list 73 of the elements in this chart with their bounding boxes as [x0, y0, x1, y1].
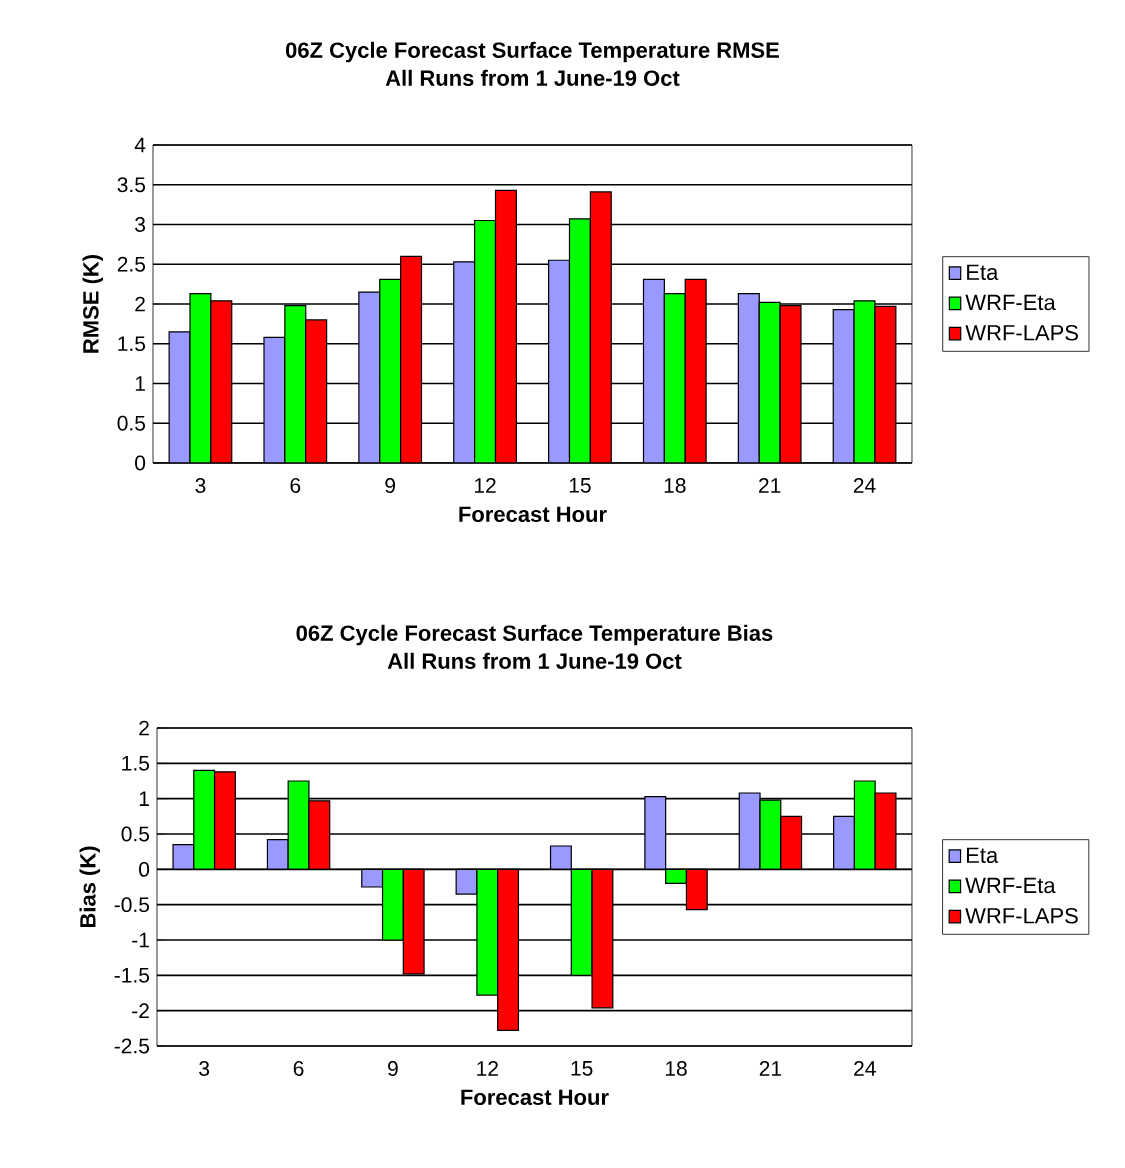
- y-tick-label: 4: [134, 137, 146, 153]
- x-tick-label: 3: [199, 1061, 210, 1076]
- x-tick-label: 21: [759, 478, 781, 493]
- bar: [569, 218, 591, 463]
- y-axis-title: Bias (K): [79, 846, 100, 928]
- x-tick-label: 24: [853, 478, 876, 493]
- x-tick-label: 21: [759, 1061, 782, 1076]
- x-axis-title: Forecast Hour: [459, 506, 607, 523]
- y-tick-label: -1.5: [114, 968, 150, 983]
- y-axis-title: RMSE (K): [82, 255, 103, 353]
- legend-label: WRF-Eta: [965, 294, 1056, 311]
- bar: [474, 220, 496, 463]
- bar: [210, 300, 232, 463]
- y-tick-label: 2: [139, 720, 149, 736]
- y-tick-label: -0.5: [114, 897, 150, 913]
- bar: [685, 279, 707, 463]
- bar: [738, 293, 760, 463]
- x-tick-label: 9: [385, 478, 396, 493]
- bar: [264, 337, 285, 463]
- x-tick-label: 12: [474, 478, 496, 493]
- x-axis-title: Forecast Hour: [461, 1089, 609, 1106]
- x-tick-label: 9: [388, 1061, 398, 1076]
- chart-title: 06Z Cycle Forecast Surface Temperature Bias: [296, 624, 773, 646]
- y-tick-label: 1.5: [122, 756, 150, 771]
- legend-label: Eta: [966, 847, 999, 864]
- y-tick-label: 1.5: [118, 336, 146, 352]
- bar: [400, 256, 422, 463]
- y-tick-label: -1: [132, 932, 149, 948]
- x-tick-label: 18: [665, 1061, 687, 1076]
- legend-label: Eta: [967, 264, 999, 281]
- chart-subtitle: All Runs from 1 June-19 Oct: [385, 69, 680, 86]
- y-tick-label: 0: [139, 861, 150, 877]
- y-tick-label: 2.5: [117, 256, 146, 272]
- y-tick-label: 0.5: [121, 826, 150, 842]
- x-tick-label: 6: [290, 478, 301, 493]
- bar: [548, 260, 570, 463]
- x-tick-label: 3: [195, 478, 206, 493]
- chart-subtitle: All Runs from 1 June-19 Oct: [387, 652, 682, 669]
- y-tick-label: 1: [135, 376, 145, 391]
- x-tick-label: 18: [664, 478, 686, 493]
- y-tick-label: 3.5: [117, 177, 146, 193]
- bar: [874, 305, 897, 463]
- x-tick-label: 15: [569, 478, 591, 493]
- y-tick-label: 2: [135, 296, 145, 312]
- y-tick-label: 1: [139, 791, 149, 806]
- bar: [664, 293, 686, 463]
- bar: [590, 191, 612, 463]
- x-tick-label: 6: [293, 1061, 304, 1076]
- legend-label: WRF-LAPS: [965, 907, 1078, 924]
- bar: [305, 319, 327, 463]
- bar: [832, 308, 855, 463]
- bar: [190, 293, 211, 463]
- bar: [759, 302, 781, 463]
- x-tick-label: 24: [854, 1061, 876, 1076]
- bar: [284, 305, 306, 463]
- y-tick-label: 0: [135, 455, 146, 471]
- x-tick-label: 12: [477, 1061, 498, 1076]
- bar: [853, 300, 876, 463]
- y-tick-label: 3: [135, 217, 146, 232]
- bar: [780, 305, 801, 463]
- y-tick-label: -2: [132, 1003, 149, 1018]
- chart-title: 06Z Cycle Forecast Surface Temperature RMSE: [285, 41, 779, 63]
- bar: [643, 279, 665, 463]
- x-tick-label: 15: [571, 1061, 593, 1076]
- legend-label: WRF-Eta: [965, 877, 1056, 894]
- y-tick-label: 0.5: [117, 415, 146, 431]
- bar: [453, 261, 475, 463]
- legend-label: WRF-LAPS: [965, 324, 1078, 341]
- bar: [169, 331, 190, 463]
- y-tick-label: -2.5: [114, 1038, 150, 1054]
- bar: [358, 292, 380, 463]
- bar: [495, 190, 517, 463]
- bar: [379, 279, 401, 463]
